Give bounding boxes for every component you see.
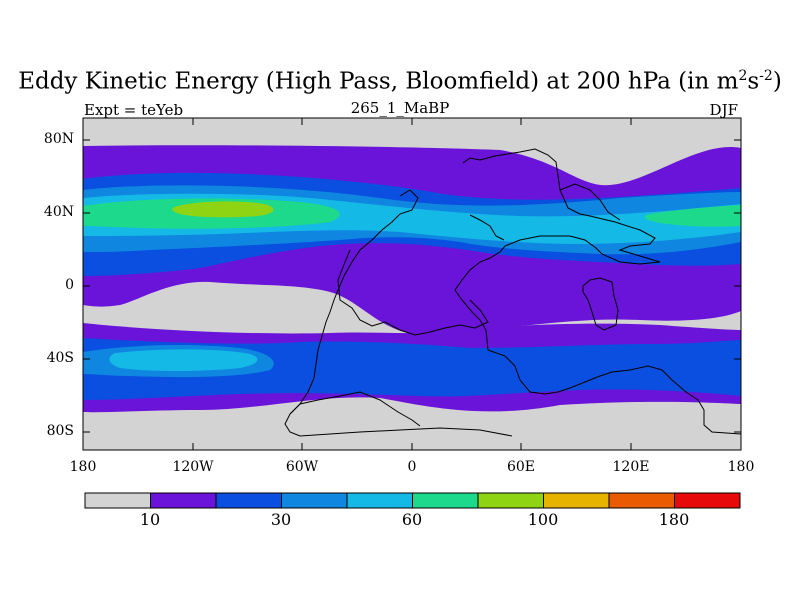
island-outline-east [582,277,619,331]
colorbar-label: 60 [401,510,423,529]
axis-ticks [83,118,741,450]
colorbar-swatch [674,492,741,509]
continent-outline-west [284,189,513,437]
x-tick-label: 60W [285,459,319,475]
season-label: DJF [709,101,738,119]
continent-outline-inner [337,249,489,336]
title-sup-2: -2 [759,68,773,84]
title-mid: s [747,68,760,95]
colorbar-swatch [84,492,151,509]
colorbar-swatch [412,492,479,509]
y-tick-label: 80N [43,131,74,147]
coastline-outlines [284,148,741,437]
y-tick-label: 0 [65,277,74,293]
contour-fields [83,118,741,450]
level-60-80-east [644,205,741,227]
continent-outline-main [454,148,741,435]
title-suffix: ) [772,68,782,95]
level-45-60-sh [109,349,258,371]
colorbar-swatch [215,492,282,509]
colorbar-swatch [608,492,675,509]
map-subtitle: 265_1_MaBP [350,99,450,117]
colorbar-swatch [477,492,544,509]
x-tick-label: 120E [612,459,650,475]
x-tick-label: 180 [69,459,97,475]
coast-outline-north-east [559,183,621,221]
title-prefix: Eddy Kinetic Energy (High Pass, Bloomfie… [18,68,739,95]
map-title: Eddy Kinetic Energy (High Pass, Bloomfie… [0,68,800,95]
colorbar-label: 180 [658,510,690,529]
colorbar-label: 30 [270,510,292,529]
coast-outline-lakes [469,214,505,241]
level-80-100-max [172,201,274,218]
colorbar [84,492,741,509]
colorbar-swatch [150,492,217,509]
y-tick-label: 40S [46,350,74,366]
colorbar-label: 10 [139,510,161,529]
y-tick-label: 40N [43,204,74,220]
colorbar-swatch [543,492,610,509]
colorbar-swatch [346,492,413,509]
title-sup-1: 2 [738,68,748,84]
x-tick-label: 60E [506,459,536,475]
experiment-label: Expt = teYeb [84,101,184,119]
y-tick-label: 80S [46,423,74,439]
colorbar-swatch [281,492,348,509]
colorbar-label: 100 [527,510,559,529]
x-tick-label: 0 [407,459,417,475]
x-tick-label: 180 [727,459,755,475]
x-tick-label: 120W [172,459,214,475]
island-outline-south [289,391,421,427]
